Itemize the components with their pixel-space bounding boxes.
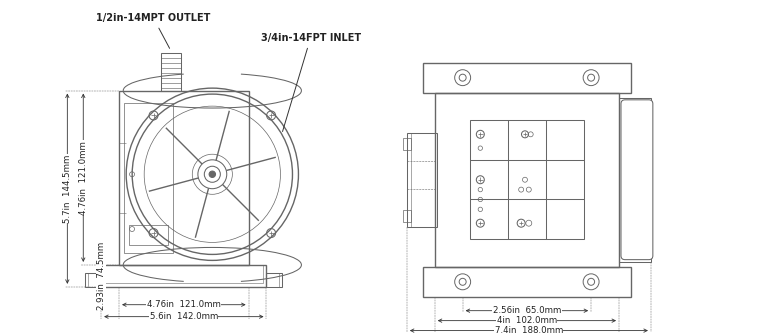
Text: 5.7in  144.5mm: 5.7in 144.5mm (63, 155, 72, 223)
Bar (86, 273, 101, 287)
Text: 4in  102.0mm: 4in 102.0mm (497, 316, 557, 325)
FancyBboxPatch shape (621, 100, 653, 260)
Text: 2.93in  74.5mm: 2.93in 74.5mm (97, 242, 105, 310)
Bar (129, 225, 168, 245)
Text: 1/2in-14MPT OUTLET: 1/2in-14MPT OUTLET (96, 13, 211, 48)
Text: 4.76in  121.0mm: 4.76in 121.0mm (147, 300, 221, 309)
Bar (267, 273, 283, 287)
Text: 7.4in  188.0mm: 7.4in 188.0mm (494, 326, 563, 335)
Bar (422, 267, 631, 297)
Bar (161, 53, 181, 91)
Bar (119, 91, 248, 265)
Bar (105, 265, 263, 283)
Bar (407, 133, 437, 226)
Text: 4.76in  121.0mm: 4.76in 121.0mm (79, 141, 88, 215)
Bar (403, 210, 411, 221)
Bar (101, 265, 267, 287)
Bar (470, 121, 584, 239)
Bar (619, 98, 651, 262)
Bar (403, 138, 411, 150)
Bar (422, 63, 631, 93)
Text: 3/4in-14FPT INLET: 3/4in-14FPT INLET (261, 33, 361, 131)
Bar (435, 93, 619, 267)
Text: 2.56in  65.0mm: 2.56in 65.0mm (493, 306, 561, 315)
Bar (124, 102, 173, 253)
Circle shape (209, 171, 215, 177)
Text: 5.6in  142.0mm: 5.6in 142.0mm (150, 312, 218, 321)
